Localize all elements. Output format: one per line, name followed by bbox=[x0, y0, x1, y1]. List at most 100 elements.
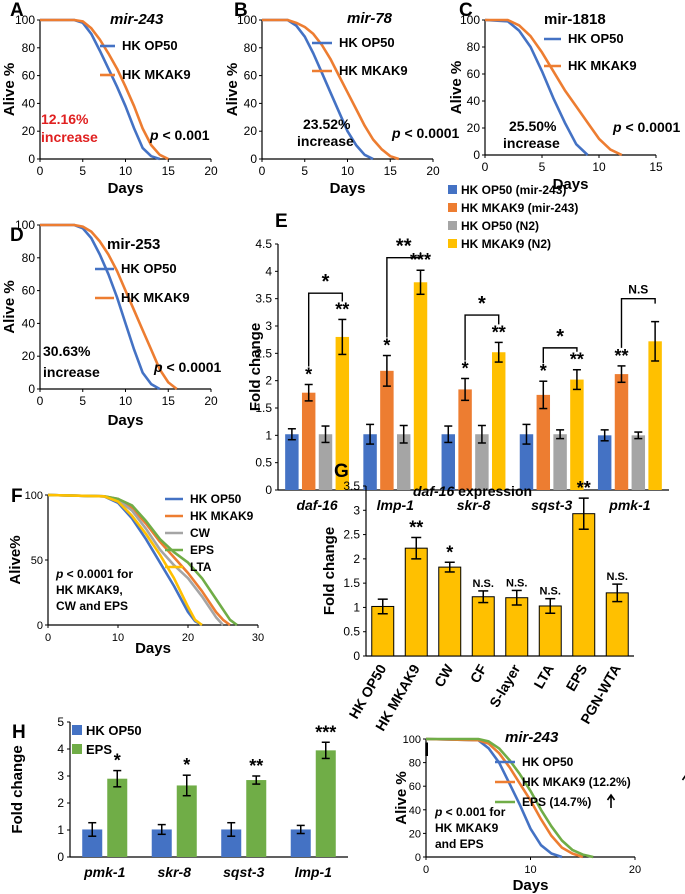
y-tick-label: 0.5 bbox=[255, 456, 272, 470]
significance-label: N.S. bbox=[506, 577, 527, 589]
y-axis-label: Alive % bbox=[393, 771, 410, 824]
significance-label: ** bbox=[614, 346, 628, 366]
x-tick-label: 0 bbox=[482, 160, 489, 174]
comparison-bracket bbox=[307, 292, 344, 367]
increase-annotation: increase bbox=[43, 364, 100, 380]
series-line-hk-op50 bbox=[40, 223, 161, 391]
x-tick-label: 10 bbox=[341, 164, 355, 178]
series-line-hk-op50 bbox=[262, 18, 374, 161]
category-label: sqst-3 bbox=[531, 497, 572, 513]
y-tick-label: 0.5 bbox=[343, 625, 360, 639]
y-tick-label: 20 bbox=[22, 124, 36, 138]
p-value-label: p < 0.0001 bbox=[153, 359, 222, 375]
y-tick-label: 0 bbox=[28, 152, 35, 166]
significance-label: * bbox=[446, 542, 453, 562]
y-tick-label: 60 bbox=[467, 67, 481, 81]
increase-annotation: increase bbox=[297, 133, 354, 149]
increase-annotation: increase bbox=[41, 129, 98, 145]
bracket-significance: * bbox=[556, 326, 564, 348]
bracket-significance: * bbox=[322, 271, 330, 293]
category-label: skr-8 bbox=[158, 864, 192, 880]
p-symbol: p bbox=[153, 359, 163, 375]
p-threshold: < 0.001 bbox=[159, 127, 210, 143]
y-tick-label: 40 bbox=[409, 805, 421, 817]
bar-lmp-1-yellow bbox=[413, 282, 428, 490]
x-tick-label: 15 bbox=[384, 164, 398, 178]
category-label: LTA bbox=[530, 662, 556, 692]
category-label: CW bbox=[431, 661, 457, 690]
y-tick-label: 20 bbox=[22, 349, 36, 363]
y-axis-label: Alive % bbox=[224, 63, 241, 116]
bracket-significance: N.S bbox=[628, 283, 648, 297]
increase-annotation: 30.63% bbox=[43, 343, 91, 359]
y-tick-label: 3.5 bbox=[343, 479, 360, 493]
y-tick-label: 20 bbox=[244, 124, 258, 138]
x-axis-label: Days bbox=[135, 640, 171, 657]
bar-daf-16-blue bbox=[285, 434, 299, 490]
x-tick-label: 0 bbox=[423, 864, 429, 876]
y-tick-label: 40 bbox=[22, 316, 36, 330]
series-line-eps-14-7- bbox=[426, 737, 594, 859]
bar-daf-16-yellow bbox=[335, 336, 350, 490]
increase-annotation: increase bbox=[503, 135, 560, 151]
survival-chart-B: 0 20 40 60 80 100 0 5 10 15 20 Days Alive % B mir-78 HK… bbox=[224, 0, 440, 197]
y-tick-label: 80 bbox=[22, 41, 36, 55]
y-tick-label: 0 bbox=[265, 483, 272, 497]
chart-title: mir-78 bbox=[347, 10, 393, 27]
category-label: CF bbox=[467, 661, 490, 686]
annotation-line: HK MKAK9, bbox=[56, 583, 123, 597]
y-tick-label: 3 bbox=[353, 503, 360, 517]
bar-hk-mkak9-yellow bbox=[404, 547, 428, 657]
x-tick-label: 20 bbox=[182, 632, 194, 644]
category-label: sqst-3 bbox=[223, 864, 264, 880]
bar-pmk-1-blue bbox=[82, 829, 103, 857]
bracket-significance: * bbox=[478, 293, 486, 315]
panel-label: G bbox=[334, 461, 349, 482]
legend-swatch bbox=[448, 239, 457, 248]
y-tick-label: 2.5 bbox=[343, 528, 360, 542]
bracket-significance: ** bbox=[396, 236, 412, 258]
x-tick-label: 30 bbox=[252, 632, 264, 644]
y-tick-label: 0 bbox=[353, 649, 360, 663]
p-symbol: p bbox=[612, 119, 622, 135]
y-tick-label: 100 bbox=[403, 734, 421, 746]
significance-label: N.S. bbox=[607, 571, 628, 583]
x-axis-label: Days bbox=[108, 180, 144, 197]
y-tick-label: 100 bbox=[460, 13, 480, 27]
y-tick-label: 1 bbox=[353, 600, 360, 614]
annotation-line: and EPS bbox=[435, 837, 484, 851]
legend-label: HK OP50 bbox=[339, 35, 395, 50]
series-line-hk-mkak9 bbox=[40, 223, 178, 391]
survival-chart-F: 0 50 100 0 10 20 30 Days Alive% F HK OP50 HK MKAK9 C… bbox=[7, 486, 264, 657]
significance-label: * bbox=[183, 755, 190, 775]
bar-s-layer-yellow bbox=[505, 597, 529, 657]
y-tick-label: 4.5 bbox=[255, 237, 272, 251]
legend-label: HK MKAK9 (N2) bbox=[461, 237, 551, 251]
y-tick-label: 3.5 bbox=[255, 292, 272, 306]
y-tick-label: 2 bbox=[265, 374, 272, 388]
category-label: lmp-1 bbox=[295, 864, 333, 880]
p-value-label: p < 0.0001 bbox=[391, 125, 460, 141]
significance-label: * bbox=[114, 751, 121, 771]
annotation-rest: < 0.001 for bbox=[442, 805, 505, 819]
bar-chart-H: 0 1 2 3 4 5 Fold change * pmk-1 * skr-8 ** sqst-3 ***… bbox=[9, 715, 348, 880]
legend-label: HK OP50 bbox=[122, 38, 178, 53]
y-tick-label: 40 bbox=[22, 96, 36, 110]
legend-label: HK MKAK9 bbox=[190, 509, 254, 523]
annotation-line: CW and EPS bbox=[56, 599, 128, 613]
p-threshold: < 0.0001 bbox=[163, 359, 222, 375]
y-axis-label: Fold change bbox=[247, 323, 264, 411]
y-tick-label: 80 bbox=[467, 40, 481, 54]
comparison-bracket bbox=[620, 297, 656, 348]
panel-label: C bbox=[459, 0, 473, 21]
bar-sqst-3-orange bbox=[536, 394, 551, 490]
bar-pmk-1-blue bbox=[597, 435, 612, 490]
x-tick-label: 15 bbox=[649, 160, 663, 174]
annotation-line: p < 0.0001 for bbox=[55, 567, 133, 581]
significance-label: ** bbox=[249, 756, 263, 776]
legend-label: EPS bbox=[190, 543, 214, 557]
legend-label: HK MKAK9 (mir-243) bbox=[461, 201, 578, 215]
legend-label: CW bbox=[190, 526, 211, 540]
bar-lmp-1-orange bbox=[380, 370, 394, 490]
